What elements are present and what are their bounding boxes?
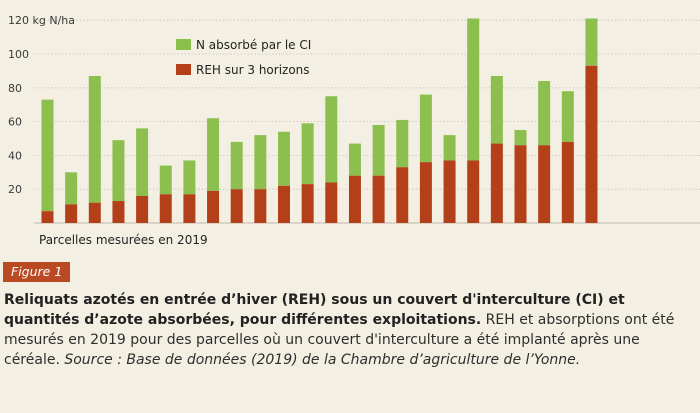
- bar-group: [419, 94, 432, 223]
- bar-reh: [538, 145, 551, 223]
- bar-reh: [443, 160, 456, 223]
- chart-legend: N absorbé par le CI REH sur 3 horizons: [176, 38, 311, 77]
- bar-absorbed: [585, 18, 598, 66]
- bar-absorbed: [88, 75, 101, 203]
- bar-reh: [88, 202, 101, 223]
- bar-absorbed: [159, 165, 172, 195]
- bar-group: [490, 75, 503, 223]
- bar-reh: [514, 145, 527, 223]
- bar-group: [585, 18, 598, 223]
- bar-absorbed: [183, 160, 196, 195]
- bar-group: [396, 119, 409, 223]
- bar-absorbed: [467, 18, 480, 161]
- bar-group: [561, 91, 574, 223]
- legend-label-absorbed: N absorbé par le CI: [196, 38, 311, 52]
- bar-absorbed: [396, 119, 409, 168]
- chart-grid: [34, 19, 700, 224]
- bar-group: [325, 96, 338, 223]
- bar-reh: [348, 175, 361, 223]
- bar-reh: [372, 175, 385, 223]
- bar-group: [112, 140, 125, 223]
- legend-swatch-absorbed: [176, 39, 191, 50]
- bar-absorbed: [538, 81, 551, 146]
- bar-group: [348, 143, 361, 223]
- bar-reh: [585, 65, 598, 223]
- bar-group: [136, 128, 149, 223]
- bar-group: [443, 135, 456, 223]
- bar-absorbed: [325, 96, 338, 183]
- bar-absorbed: [372, 124, 385, 176]
- bar-absorbed: [278, 131, 290, 186]
- bar-reh: [490, 143, 503, 223]
- bar-reh: [561, 141, 574, 223]
- bar-group: [159, 165, 172, 223]
- caption-body: REH et absorptions ont été mesurés en 20…: [4, 312, 675, 368]
- y-tick-label: 80: [8, 82, 22, 95]
- bar-group: [88, 75, 101, 223]
- stacked-bar-chart: 20 40 60 80 100 120 kg N/ha N absorbé par le …: [8, 14, 700, 247]
- bar-reh: [41, 211, 54, 223]
- bar-reh: [112, 201, 125, 223]
- bar-reh: [325, 182, 338, 223]
- figure-badge: Figure 1: [3, 262, 71, 282]
- bar-absorbed: [65, 172, 78, 205]
- y-tick-label: 20: [8, 183, 22, 196]
- y-axis-ticks: 20 40 60 80 100 120 kg N/ha: [8, 14, 75, 196]
- bar-reh: [301, 184, 314, 223]
- y-tick-label: 60: [8, 116, 22, 129]
- bar-group: [301, 123, 314, 223]
- bar-absorbed: [561, 91, 574, 142]
- bar-absorbed: [443, 135, 456, 161]
- bar-absorbed: [136, 128, 149, 196]
- bar-group: [207, 118, 220, 223]
- bar-absorbed: [348, 143, 361, 176]
- bar-reh: [159, 194, 172, 223]
- bar-absorbed: [254, 135, 267, 190]
- bar-group: [538, 81, 551, 223]
- bar-reh: [254, 189, 267, 223]
- caption-source: Source : Base de données (2019) de la Ch…: [64, 352, 581, 368]
- bar-reh: [278, 185, 290, 223]
- legend-swatch-reh: [176, 64, 191, 75]
- bar-group: [514, 130, 527, 223]
- bar-absorbed: [490, 75, 503, 144]
- bar-group: [183, 160, 196, 223]
- bar-group: [467, 18, 480, 223]
- bar-reh: [230, 189, 243, 223]
- chart-bars: [41, 18, 598, 223]
- bar-absorbed: [207, 118, 220, 191]
- bar-absorbed: [419, 94, 432, 163]
- bar-absorbed: [514, 130, 527, 146]
- bar-absorbed: [112, 140, 125, 202]
- bar-group: [41, 99, 54, 223]
- y-tick-label: 40: [8, 149, 22, 162]
- bar-group: [254, 135, 267, 223]
- figure-caption: Reliquats azotés en entrée d’hiver (REH)…: [4, 290, 694, 370]
- bar-reh: [207, 190, 220, 223]
- legend-label-reh: REH sur 3 horizons: [196, 63, 310, 77]
- bar-absorbed: [41, 99, 54, 212]
- bar-reh: [183, 194, 196, 223]
- bar-reh: [65, 204, 78, 223]
- y-tick-label: 120 kg N/ha: [8, 14, 75, 27]
- bar-group: [278, 131, 290, 223]
- bar-absorbed: [301, 123, 314, 185]
- bar-reh: [396, 167, 409, 223]
- bar-absorbed: [230, 141, 243, 190]
- bar-group: [230, 141, 243, 223]
- bar-reh: [136, 195, 149, 223]
- bar-group: [372, 124, 385, 223]
- y-tick-label: 100: [8, 48, 29, 61]
- caption-title: Reliquats azotés en entrée d’hiver (REH)…: [4, 292, 625, 328]
- x-axis-label: Parcelles mesurées en 2019: [39, 233, 208, 247]
- bar-reh: [419, 162, 432, 223]
- bar-group: [65, 172, 78, 223]
- bar-reh: [467, 160, 480, 223]
